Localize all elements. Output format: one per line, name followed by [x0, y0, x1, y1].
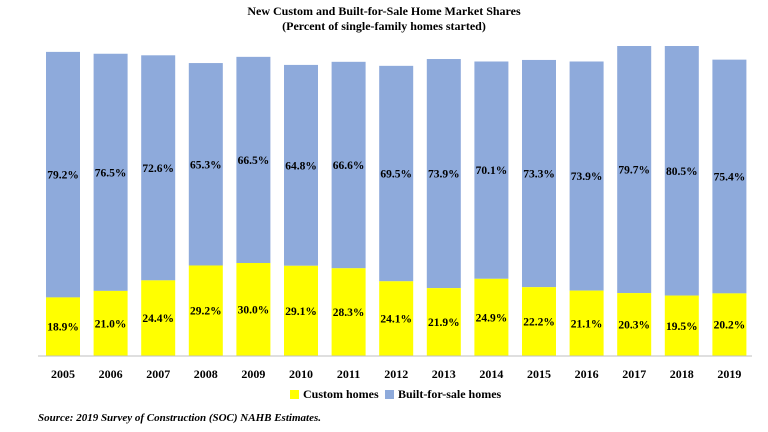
x-tick-label-2016: 2016 [575, 367, 599, 381]
x-tick-label-2011: 2011 [337, 367, 360, 381]
source-note: Source: 2019 Survey of Construction (SOC… [38, 412, 321, 424]
x-tick-label-2010: 2010 [289, 367, 313, 381]
data-label-custom-2005: 18.9% [47, 322, 79, 334]
bar-custom-2011 [331, 268, 366, 356]
data-label-built-for-sale-2010: 64.8% [285, 160, 317, 172]
x-tick-label-2019: 2019 [717, 367, 741, 381]
bar-built-for-sale-2014 [474, 61, 509, 279]
legend-swatch-built-for-sale [385, 389, 394, 399]
x-tick-label-2014: 2014 [479, 367, 503, 381]
bar-built-for-sale-2009 [236, 56, 271, 263]
data-label-custom-2009: 30.0% [238, 305, 270, 317]
bar-built-for-sale-2012 [379, 65, 414, 282]
bar-built-for-sale-2016 [569, 61, 604, 291]
bar-built-for-sale-2007 [141, 55, 176, 281]
bar-built-for-sale-2005 [46, 51, 80, 298]
data-label-custom-2016: 21.1% [571, 318, 603, 330]
data-label-custom-2015: 22.2% [523, 317, 555, 329]
data-label-custom-2010: 29.1% [285, 306, 317, 318]
legend-label-custom: Custom homes [303, 386, 379, 401]
bar-custom-2013 [426, 288, 461, 356]
x-tick-label-2018: 2018 [670, 367, 694, 381]
x-tick-label-2017: 2017 [622, 367, 646, 381]
data-label-custom-2013: 21.9% [428, 317, 460, 329]
bar-custom-2010 [284, 265, 318, 356]
data-label-built-for-sale-2006: 76.5% [95, 167, 127, 179]
data-label-built-for-sale-2011: 66.6% [333, 160, 365, 172]
x-tick-label-2015: 2015 [527, 367, 551, 381]
bar-built-for-sale-2006 [93, 53, 128, 291]
x-tick-label-2013: 2013 [432, 367, 456, 381]
bar-built-for-sale-2010 [284, 64, 318, 266]
data-label-built-for-sale-2019: 75.4% [714, 172, 746, 184]
bar-custom-2019 [712, 293, 747, 356]
data-label-built-for-sale-2016: 73.9% [571, 171, 603, 183]
bar-custom-2009 [236, 263, 271, 356]
data-label-built-for-sale-2015: 73.3% [523, 169, 555, 181]
data-label-custom-2017: 20.3% [618, 320, 650, 332]
data-label-built-for-sale-2005: 79.2% [47, 170, 79, 182]
bar-custom-2017 [617, 293, 652, 356]
data-label-custom-2007: 24.4% [142, 313, 174, 325]
chart-subtitle: (Percent of single-family homes started) [282, 19, 486, 33]
bar-built-for-sale-2008 [188, 63, 223, 266]
data-label-built-for-sale-2018: 80.5% [666, 166, 698, 178]
bar-built-for-sale-2011 [331, 61, 366, 269]
data-label-custom-2012: 24.1% [380, 314, 412, 326]
bar-custom-2006 [93, 290, 128, 356]
x-tick-label-2006: 2006 [99, 367, 123, 381]
data-label-custom-2018: 19.5% [666, 321, 698, 333]
chart-title-line-1: New Custom and Built-for-Sale Home Marke… [247, 4, 521, 18]
data-label-built-for-sale-2008: 65.3% [190, 159, 222, 171]
data-label-custom-2014: 24.9% [476, 312, 508, 324]
legend-swatch-custom [290, 389, 299, 399]
bar-custom-2014 [474, 278, 509, 356]
bar-custom-2015 [522, 287, 556, 356]
data-label-built-for-sale-2007: 72.6% [142, 163, 174, 175]
bar-built-for-sale-2017 [617, 46, 652, 294]
x-tick-label-2008: 2008 [194, 367, 218, 381]
bar-built-for-sale-2018 [664, 46, 699, 296]
x-tick-label-2012: 2012 [384, 367, 408, 381]
chart-title: New Custom and Built-for-Sale Home Marke… [0, 4, 768, 34]
data-label-built-for-sale-2014: 70.1% [476, 165, 508, 177]
bar-custom-2016 [569, 290, 604, 356]
legend-item-built-for-sale: Built-for-sale homes [385, 386, 501, 402]
bar-built-for-sale-2015 [522, 59, 556, 288]
data-label-built-for-sale-2017: 79.7% [618, 165, 650, 177]
legend-label-built-for-sale: Built-for-sale homes [398, 386, 502, 401]
data-label-custom-2008: 29.2% [190, 306, 222, 318]
data-label-custom-2019: 20.2% [714, 320, 746, 332]
bar-built-for-sale-2019 [712, 59, 747, 294]
legend-item-custom: Custom homes [290, 386, 379, 402]
bar-custom-2005 [46, 297, 80, 356]
data-label-custom-2011: 28.3% [333, 307, 365, 319]
bar-custom-2007 [141, 280, 176, 356]
x-tick-label-2005: 2005 [51, 367, 75, 381]
bar-built-for-sale-2013 [426, 59, 461, 289]
x-tick-label-2007: 2007 [146, 367, 170, 381]
bar-custom-2012 [379, 281, 414, 356]
x-tick-label-2009: 2009 [241, 367, 265, 381]
data-label-built-for-sale-2012: 69.5% [380, 169, 412, 181]
data-label-custom-2006: 21.0% [95, 318, 127, 330]
bar-custom-2008 [188, 265, 223, 356]
data-label-built-for-sale-2013: 73.9% [428, 169, 460, 181]
data-label-built-for-sale-2009: 66.5% [238, 155, 270, 167]
bar-custom-2018 [664, 295, 699, 356]
